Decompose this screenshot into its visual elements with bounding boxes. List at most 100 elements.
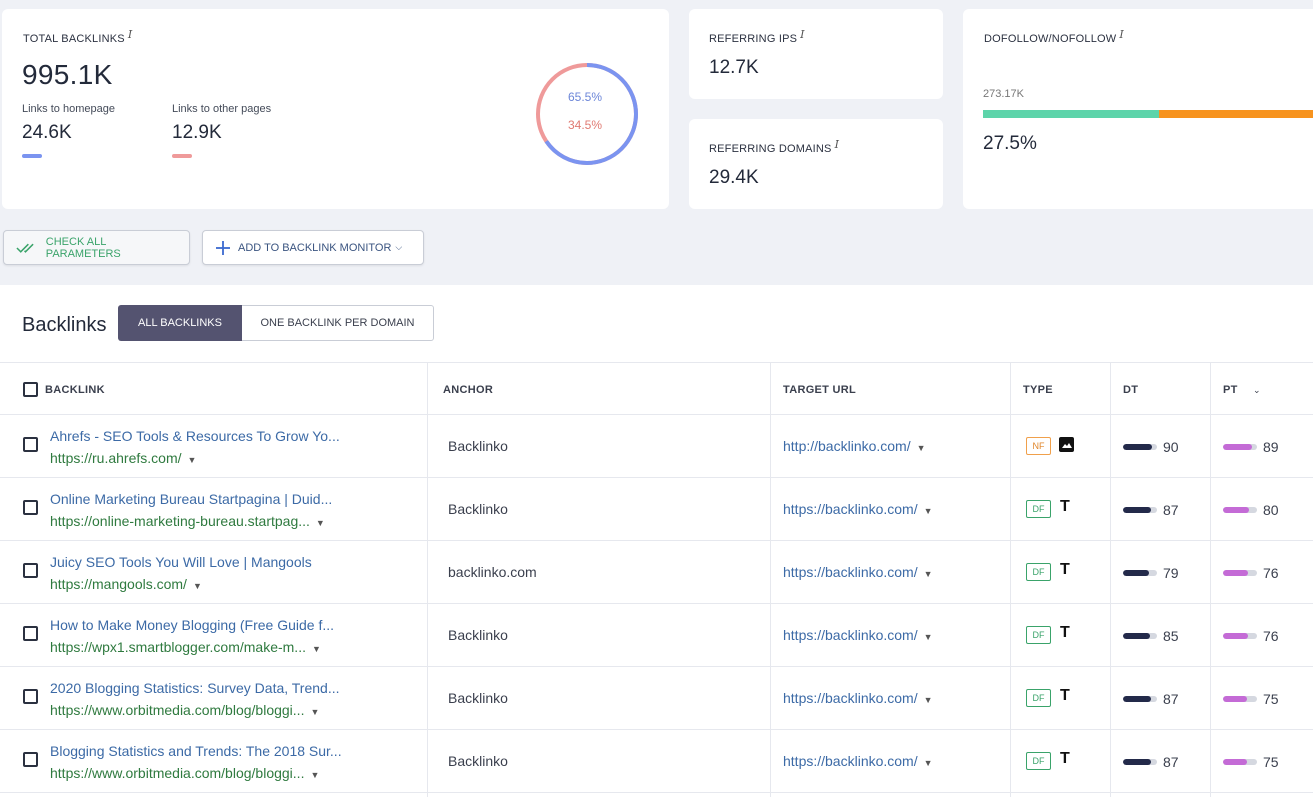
referring-ips-card: REFERRING IPS i 12.7K: [689, 9, 943, 99]
backlink-title-link[interactable]: Blogging Statistics and Trends: The 2018…: [50, 743, 342, 759]
homepage-swatch: [22, 154, 42, 158]
pt-bar-fill: [1223, 696, 1248, 702]
dt-value: 87: [1163, 754, 1179, 770]
dofollow-ratio-bar: [983, 110, 1313, 118]
links-donut-chart: [536, 63, 638, 165]
column-target-url[interactable]: TARGET URL: [783, 384, 857, 396]
backlink-url-link[interactable]: https://mangools.com/▼: [50, 576, 202, 592]
target-url-link[interactable]: http://backlinko.com/▼: [783, 438, 926, 454]
row-checkbox[interactable]: [23, 752, 38, 767]
referring-domains-card: REFERRING DOMAINS i 29.4K: [689, 119, 943, 209]
caret-down-icon[interactable]: ▼: [311, 644, 321, 654]
backlink-url-link[interactable]: https://www.orbitmedia.com/blog/bloggi..…: [50, 702, 320, 718]
backlink-url-link[interactable]: https://ru.ahrefs.com/▼: [50, 450, 197, 466]
dt-bar: [1123, 444, 1157, 450]
add-to-backlink-monitor-button[interactable]: ADD TO BACKLINK MONITOR ⌵: [202, 230, 424, 265]
text-type-icon: T: [1060, 624, 1070, 641]
pt-value: 76: [1263, 628, 1279, 644]
column-pt[interactable]: PT ⌄: [1223, 384, 1261, 396]
total-backlinks-title: TOTAL BACKLINKS i: [23, 28, 133, 45]
backlink-title-link[interactable]: 2020 Blogging Statistics: Survey Data, T…: [50, 680, 340, 696]
text-type-icon: T: [1060, 750, 1070, 767]
other-swatch: [172, 154, 192, 158]
caret-down-icon[interactable]: ▼: [187, 455, 197, 465]
row-checkbox[interactable]: [23, 437, 38, 452]
tab-all-backlinks[interactable]: ALL BACKLINKS: [118, 305, 242, 341]
info-icon[interactable]: i: [800, 28, 805, 41]
text-type-icon: T: [1060, 498, 1070, 515]
caret-down-icon[interactable]: ▼: [310, 707, 320, 717]
dt-value: 85: [1163, 628, 1179, 644]
column-divider: [427, 362, 428, 797]
backlinks-section-title: Backlinks: [22, 314, 107, 336]
dt-bar: [1123, 759, 1157, 765]
column-divider: [1110, 362, 1111, 797]
pt-value: 75: [1263, 691, 1279, 707]
backlink-title-link[interactable]: How to Make Money Blogging (Free Guide f…: [50, 617, 335, 633]
total-backlinks-value: 995.1K: [22, 59, 113, 90]
backlink-url-link[interactable]: https://online-marketing-bureau.startpag…: [50, 513, 325, 529]
text-type-icon: T: [1060, 687, 1070, 704]
pt-value: 89: [1263, 439, 1279, 455]
dofollow-bar-segment: [983, 110, 1159, 118]
anchor-text: Backlinko: [448, 438, 508, 454]
dofollow-card: DOFOLLOW/NOFOLLOW i 273.17K 27.5%: [963, 9, 1313, 209]
column-divider: [770, 362, 771, 797]
info-icon[interactable]: i: [127, 28, 133, 41]
target-url-link[interactable]: https://backlinko.com/▼: [783, 564, 933, 580]
caret-down-icon[interactable]: ▼: [923, 758, 933, 768]
anchor-text: Backlinko: [448, 627, 508, 643]
table-row: Online Marketing Bureau Startpagina | Du…: [0, 478, 1313, 541]
donut-homepage-label: 65.5%: [568, 90, 603, 104]
target-url-link[interactable]: https://backlinko.com/▼: [783, 501, 933, 517]
caret-down-icon[interactable]: ▼: [310, 770, 320, 780]
row-checkbox[interactable]: [23, 689, 38, 704]
link-type-badge: DF: [1026, 563, 1051, 581]
dt-value: 79: [1163, 565, 1179, 581]
column-anchor[interactable]: ANCHOR: [443, 384, 494, 396]
table-header: BACKLINK ANCHOR TARGET URL TYPE DT PT ⌄: [0, 362, 1313, 415]
plus-icon: [216, 240, 230, 255]
table-row: How to Make Money Blogging (Free Guide f…: [0, 604, 1313, 667]
column-backlink[interactable]: BACKLINK: [45, 384, 105, 396]
column-dt[interactable]: DT: [1123, 384, 1139, 396]
caret-down-icon[interactable]: ▼: [192, 581, 202, 591]
anchor-text: Backlinko: [448, 753, 508, 769]
backlink-title-link[interactable]: Online Marketing Bureau Startpagina | Du…: [50, 491, 333, 507]
caret-down-icon[interactable]: ▼: [923, 506, 933, 516]
caret-down-icon[interactable]: ▼: [923, 632, 933, 642]
pt-bar-fill: [1223, 507, 1249, 513]
check-all-parameters-button[interactable]: CHECK ALL PARAMETERS: [3, 230, 190, 265]
dt-bar: [1123, 633, 1157, 639]
target-url-link[interactable]: https://backlinko.com/▼: [783, 753, 933, 769]
caret-down-icon[interactable]: ▼: [916, 443, 926, 453]
backlink-title-link[interactable]: Juicy SEO Tools You Will Love | Mangools: [50, 554, 312, 570]
row-checkbox[interactable]: [23, 500, 38, 515]
dofollow-percent: 27.5%: [983, 133, 1037, 154]
caret-down-icon[interactable]: ▼: [923, 569, 933, 579]
select-all-checkbox[interactable]: [23, 382, 38, 397]
backlink-title-link[interactable]: Ahrefs - SEO Tools & Resources To Grow Y…: [50, 428, 340, 444]
donut-other-label: 34.5%: [568, 118, 603, 132]
dt-bar-fill: [1123, 633, 1151, 639]
info-icon[interactable]: i: [1119, 28, 1124, 41]
row-checkbox[interactable]: [23, 626, 38, 641]
backlink-url-link[interactable]: https://www.orbitmedia.com/blog/bloggi..…: [50, 765, 320, 781]
image-icon: [1059, 437, 1074, 452]
target-url-link[interactable]: https://backlinko.com/▼: [783, 690, 933, 706]
pt-bar: [1223, 759, 1257, 765]
info-icon[interactable]: i: [834, 138, 840, 151]
sort-chevron-icon[interactable]: ⌄: [1253, 385, 1261, 395]
referring-domains-title: REFERRING DOMAINS i: [709, 138, 840, 155]
pt-bar-fill: [1223, 444, 1252, 450]
backlink-url-link[interactable]: https://wpx1.smartblogger.com/make-m... ▼: [50, 639, 321, 655]
caret-down-icon[interactable]: ▼: [315, 518, 325, 528]
column-type[interactable]: TYPE: [1023, 384, 1053, 396]
dt-bar-fill: [1123, 444, 1153, 450]
anchor-text: Backlinko: [448, 501, 508, 517]
caret-down-icon[interactable]: ▼: [923, 695, 933, 705]
tab-one-backlink-per-domain[interactable]: ONE BACKLINK PER DOMAIN: [242, 305, 434, 341]
row-checkbox[interactable]: [23, 563, 38, 578]
dt-value: 90: [1163, 439, 1179, 455]
target-url-link[interactable]: https://backlinko.com/▼: [783, 627, 933, 643]
